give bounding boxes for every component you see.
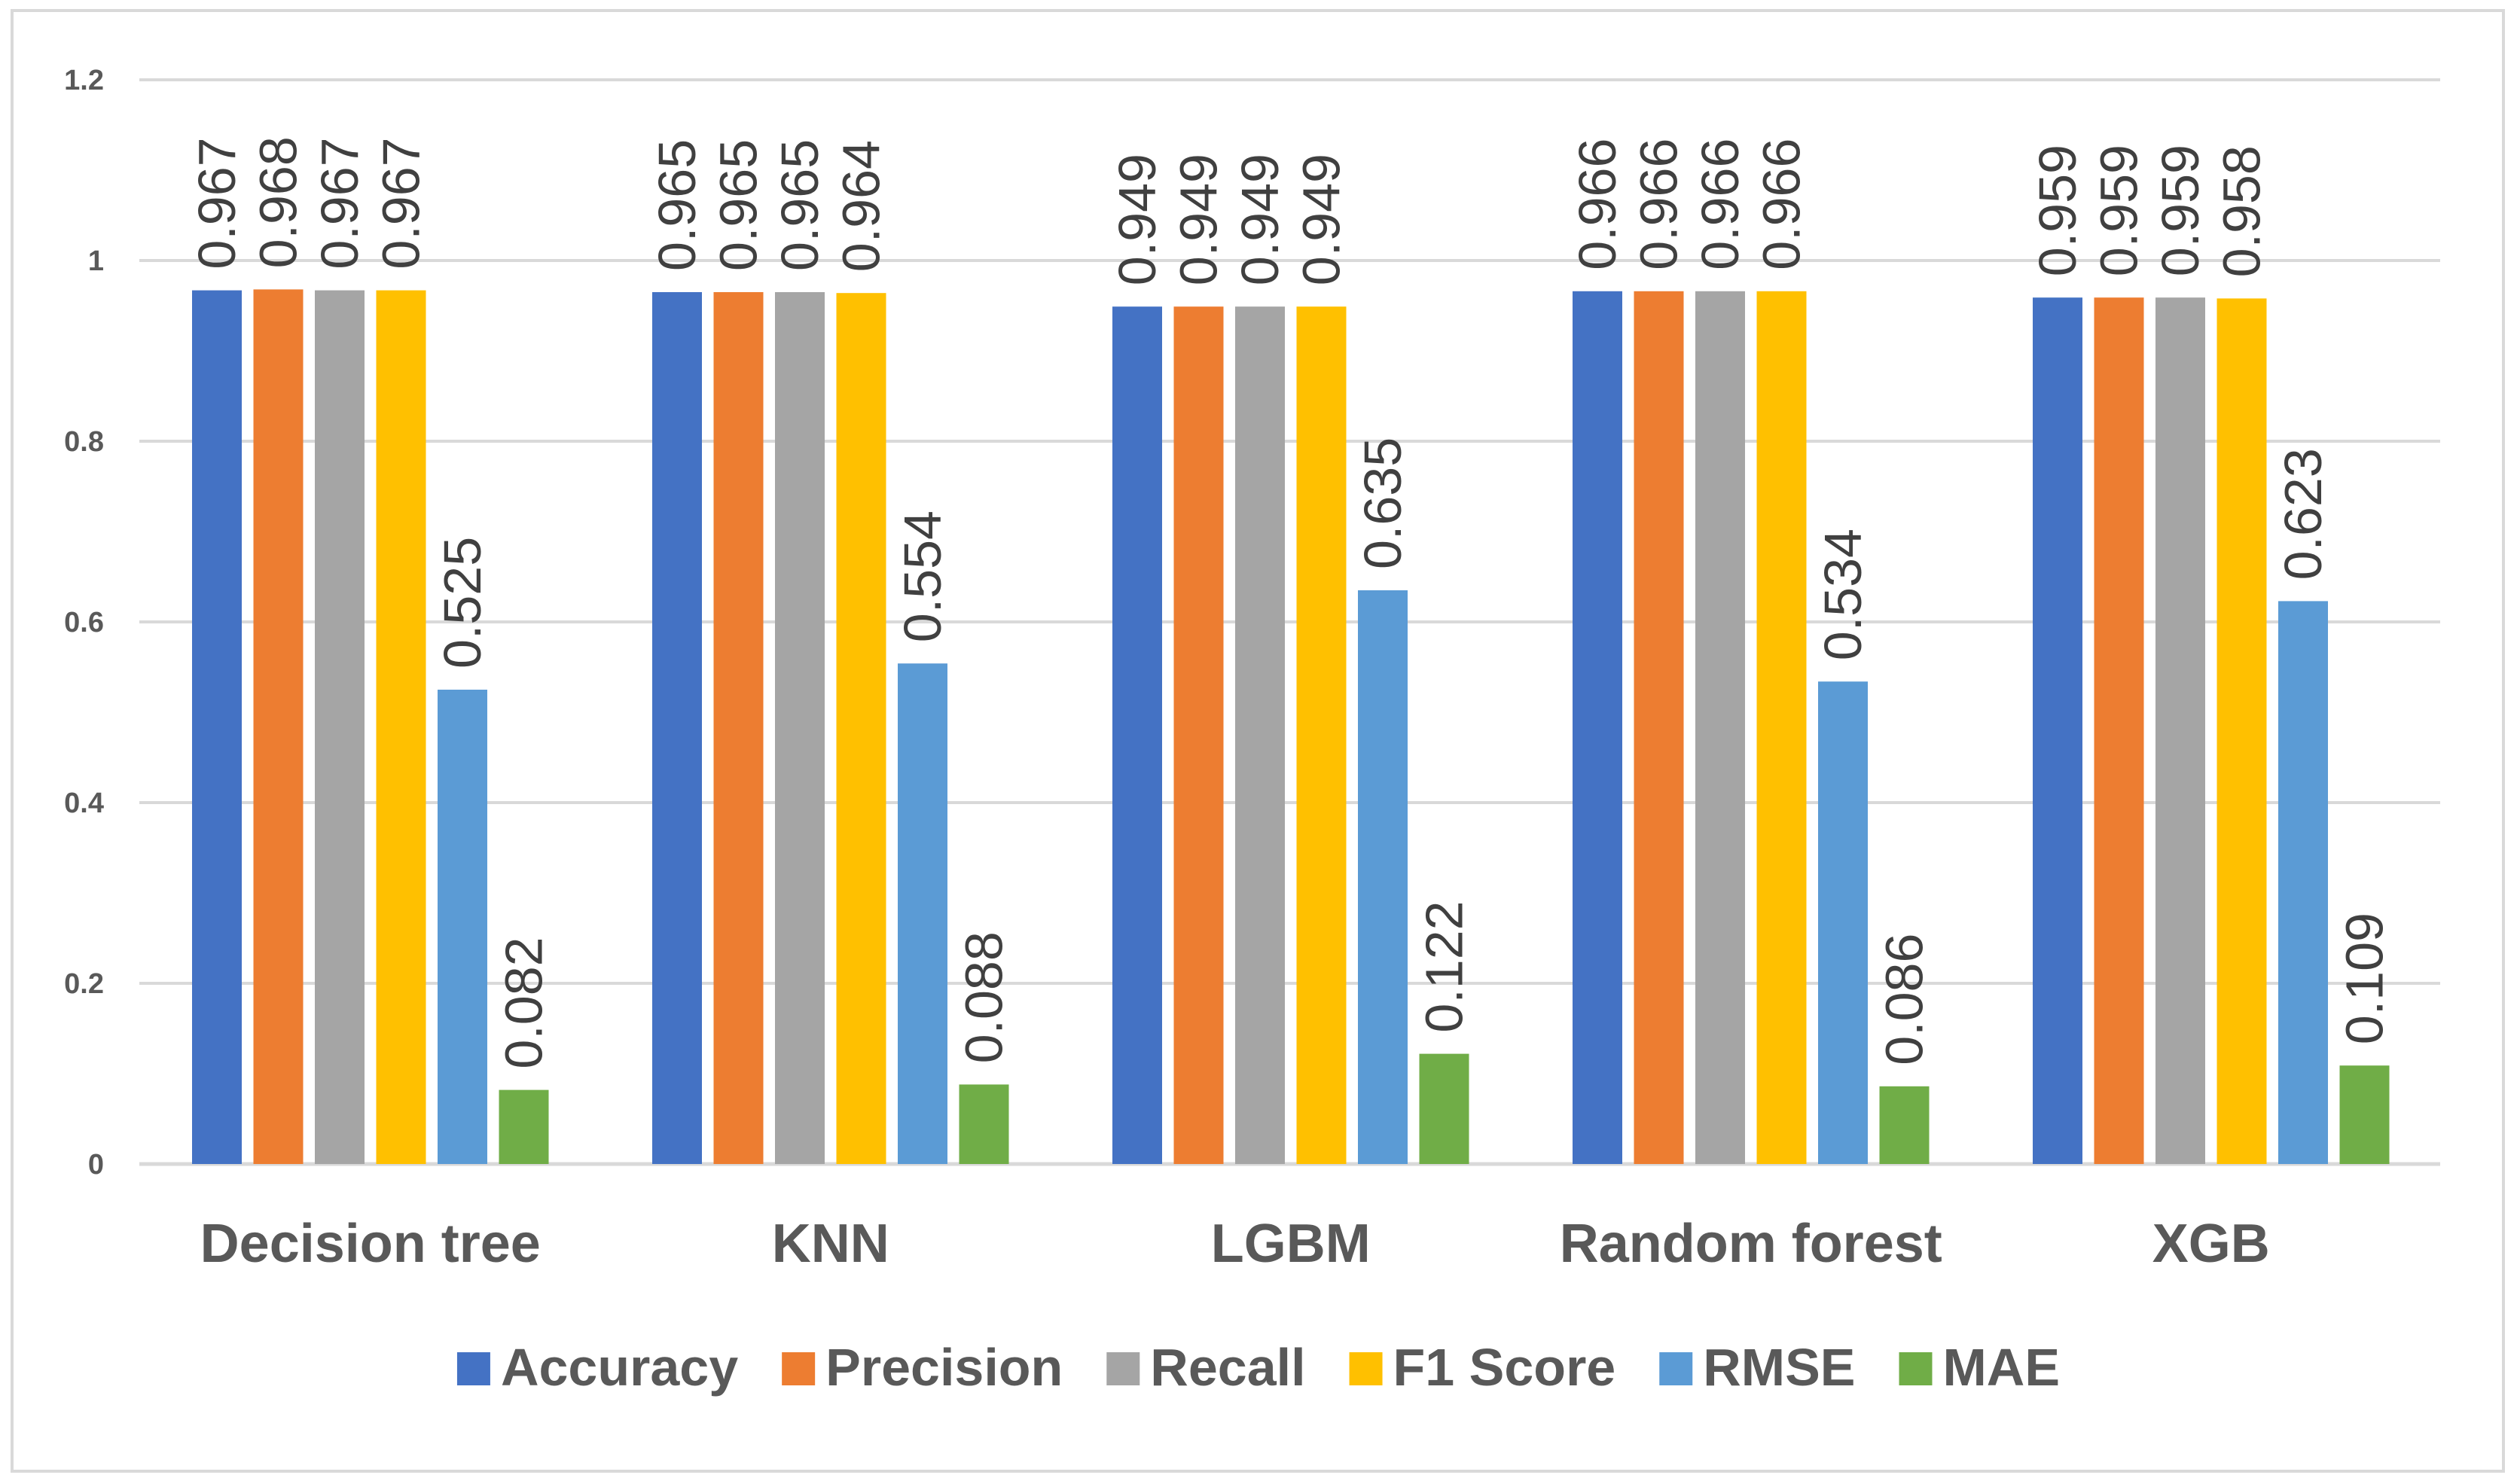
legend-marker-precision [782, 1352, 816, 1385]
data-label: 0.958 [2213, 145, 2271, 277]
data-label: 0.966 [1568, 139, 1627, 270]
bar-rmse [898, 663, 947, 1164]
bar-mae [1879, 1086, 1930, 1164]
bar-accuracy [652, 292, 702, 1164]
bar-accuracy [1112, 306, 1162, 1165]
bar-f1-score [2216, 298, 2267, 1164]
category-label: LGBM [1211, 1214, 1371, 1274]
data-label: 0.959 [2028, 145, 2087, 276]
data-label: 0.949 [1231, 154, 1289, 285]
data-label: 0.959 [2090, 145, 2149, 276]
legend-marker-f1-score [1349, 1352, 1383, 1385]
legend-label-mae: MAE [1943, 1338, 2061, 1397]
bar-f1-score [836, 293, 886, 1165]
bar-precision [1634, 291, 1684, 1164]
bar-recall [775, 292, 825, 1164]
bar-rmse [438, 690, 487, 1164]
data-label: 0.086 [1875, 934, 1934, 1065]
y-tick-label: 1.2 [64, 65, 104, 96]
bar-precision [253, 289, 304, 1164]
bar-recall [1695, 291, 1745, 1164]
y-tick-label: 1 [88, 245, 104, 277]
bar-precision [1173, 306, 1224, 1165]
data-label: 0.966 [1630, 139, 1689, 270]
bar-precision [2094, 297, 2144, 1165]
bar-mae [2339, 1065, 2390, 1164]
data-label: 0.966 [1691, 139, 1750, 270]
legend-marker-rmse [1659, 1352, 1693, 1385]
data-label: 0.949 [1292, 154, 1351, 285]
bar-f1-score [376, 290, 426, 1165]
y-tick-label: 0 [88, 1149, 104, 1181]
y-tick-label: 0.8 [64, 426, 104, 458]
data-label: 0.965 [648, 139, 706, 271]
legend-label-accuracy: Accuracy [501, 1338, 738, 1397]
legend-label-f1-score: F1 Score [1393, 1338, 1616, 1397]
data-label: 0.122 [1415, 900, 1474, 1032]
bar-rmse [1818, 681, 1868, 1164]
y-tick-label: 0.6 [64, 607, 104, 638]
data-label: 0.109 [2335, 913, 2394, 1044]
data-label: 0.967 [372, 137, 431, 269]
data-label: 0.965 [770, 139, 829, 271]
bar-recall [1235, 306, 1285, 1165]
data-label: 0.635 [1353, 437, 1412, 569]
bar-mae [959, 1084, 1009, 1164]
data-label: 0.967 [188, 137, 246, 269]
bar-f1-score [1296, 306, 1347, 1165]
data-label: 0.965 [709, 139, 768, 271]
legend-marker-accuracy [456, 1352, 490, 1385]
bar-rmse [2278, 601, 2328, 1164]
y-tick-label: 0.4 [64, 788, 104, 819]
data-label: 0.959 [2151, 145, 2210, 276]
data-label: 0.088 [955, 931, 1014, 1063]
data-label: 0.525 [433, 537, 492, 669]
legend-label-rmse: RMSE [1703, 1338, 1855, 1397]
bar-precision [713, 292, 764, 1164]
bar-accuracy [192, 290, 242, 1165]
category-label: KNN [772, 1214, 889, 1274]
data-label: 0.949 [1108, 154, 1167, 285]
data-label: 0.534 [1814, 529, 1872, 660]
data-label: 0.554 [893, 510, 952, 642]
bar-rmse [1358, 590, 1408, 1164]
bar-accuracy [1573, 291, 1622, 1164]
data-label: 0.967 [310, 137, 369, 269]
y-tick-label: 0.2 [64, 968, 104, 1000]
bar-f1-score [1756, 291, 1807, 1164]
data-label: 0.966 [1753, 139, 1811, 270]
category-label: XGB [2152, 1214, 2270, 1274]
data-label: 0.949 [1170, 154, 1228, 285]
legend-marker-mae [1899, 1352, 1933, 1385]
bar-recall [2155, 297, 2205, 1165]
data-label: 0.964 [832, 140, 891, 272]
legend-label-precision: Precision [825, 1338, 1063, 1397]
legend-label-recall: Recall [1150, 1338, 1305, 1397]
data-label: 0.623 [2274, 448, 2332, 580]
data-label: 0.968 [249, 136, 308, 268]
bar-recall [315, 290, 365, 1165]
category-label: Random forest [1560, 1214, 1942, 1274]
legend-marker-recall [1106, 1352, 1140, 1385]
bar-accuracy [2033, 297, 2082, 1165]
bar-mae [1419, 1053, 1469, 1164]
data-label: 0.082 [495, 937, 554, 1068]
bar-mae [499, 1089, 549, 1164]
category-label: Decision tree [200, 1214, 541, 1274]
